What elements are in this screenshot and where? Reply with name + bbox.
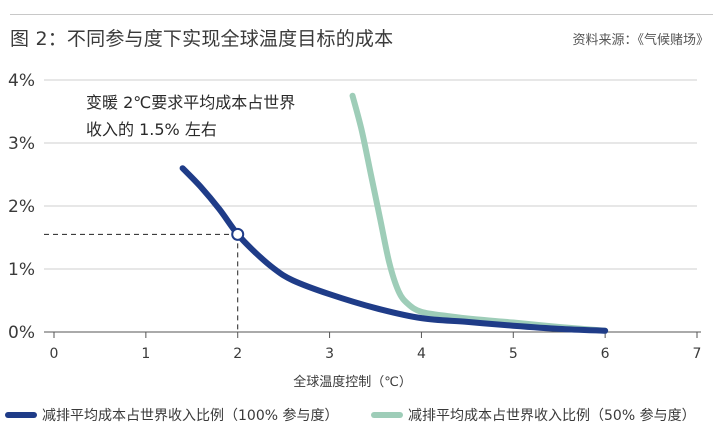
series-line-0 (179, 165, 609, 334)
header-divider (10, 14, 713, 53)
y-tick-label-3: 3% (8, 134, 35, 154)
y-tick-label-2: 2% (8, 197, 35, 217)
y-tick-label-0: 0% (8, 323, 35, 343)
x-tick-label-3: 3 (325, 346, 334, 362)
x-tick-label-6: 6 (601, 346, 610, 362)
source-note: 资料来源：《气候赌场》 (572, 33, 709, 48)
point-markers (231, 227, 245, 241)
series-line-1 (349, 92, 609, 334)
legend: 减排平均成本占世界收入比例（100% 参与度） 减排平均成本占世界收入比例（50%… (5, 407, 696, 424)
series-lines (179, 92, 609, 334)
legend-label-0: 减排平均成本占世界收入比例（100% 参与度） (42, 407, 338, 424)
gridlines (44, 79, 697, 270)
x-tick-label-2: 2 (233, 346, 242, 362)
figure-title: 图 2：不同参与度下实现全球温度目标的成本 (10, 28, 394, 50)
x-tick-label-1: 1 (141, 346, 150, 362)
x-axis-label: 全球温度控制（℃） (293, 374, 412, 390)
x-tick-label-4: 4 (417, 346, 426, 362)
marker-guides (44, 233, 239, 332)
annotation-line-0: 变暖 2℃要求平均成本占世界 (86, 93, 295, 112)
annotation-line-1: 收入的 1.5% 左右 (86, 120, 217, 139)
x-tick-label-7: 7 (693, 346, 702, 362)
y-tick-label-4: 4% (8, 71, 35, 91)
legend-label-1: 减排平均成本占世界收入比例（50% 参与度） (408, 407, 696, 424)
y-tick-label-1: 1% (8, 260, 35, 280)
tick-labels: 0% 1% 2% 3% 4% 0 1 2 3 4 5 6 7 (8, 71, 701, 362)
x-tick-label-5: 5 (509, 346, 518, 362)
marker-point (231, 227, 245, 241)
x-tick-label-0: 0 (50, 346, 59, 362)
